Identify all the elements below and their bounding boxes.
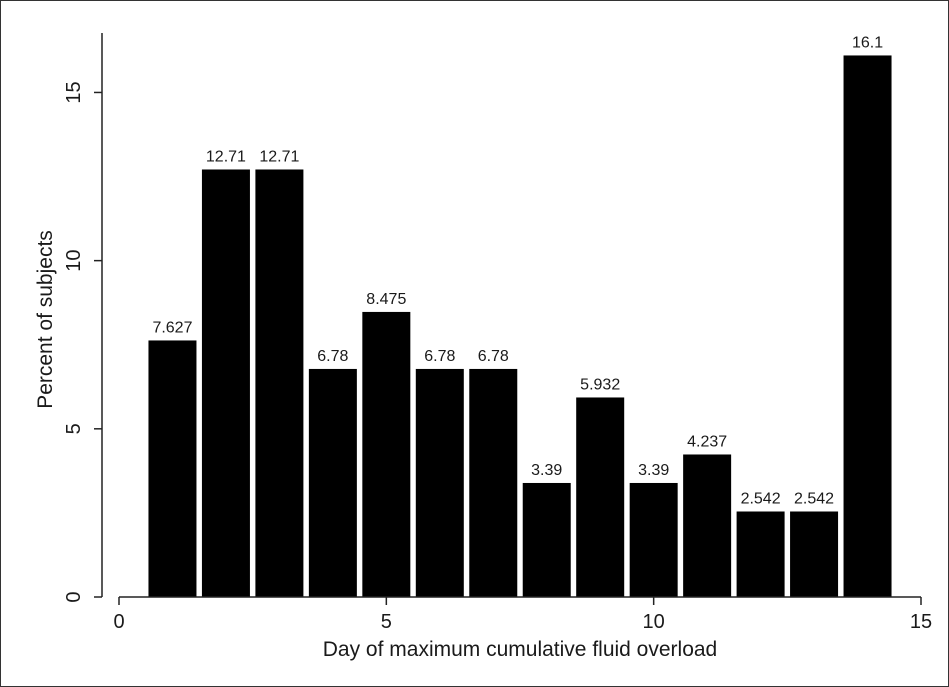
data-label-day-5: 8.475 (366, 291, 406, 308)
bar-day-2 (201, 169, 250, 597)
bar-day-14 (843, 55, 892, 598)
data-label-day-3: 12.71 (259, 148, 299, 165)
data-labels-group: 7.627 12.71 12.71 6.78 8.475 6.78 6.78 3.39 5.93… (152, 34, 883, 507)
x-axis-label: Day of maximum cumulative fluid overload (323, 638, 718, 661)
x-tick-label-10: 10 (643, 611, 665, 633)
bar-day-10 (629, 482, 678, 597)
y-axis: 0 5 10 15 (63, 33, 103, 603)
bar-day-6 (415, 368, 464, 597)
bar-day-5 (362, 311, 411, 597)
data-label-day-12: 2.542 (741, 490, 781, 507)
data-label-day-11: 4.237 (687, 433, 727, 450)
bar-day-13 (790, 511, 839, 597)
y-axis-label: Percent of subjects (34, 230, 57, 409)
data-label-day-1: 7.627 (152, 319, 192, 336)
x-axis: 0 5 10 15 (113, 596, 932, 633)
bar-day-11 (683, 454, 732, 597)
bar-day-8 (522, 482, 571, 597)
bar-day-1 (148, 340, 197, 597)
data-label-day-2: 12.71 (206, 148, 246, 165)
bars-group (148, 55, 892, 598)
data-label-day-13: 2.542 (794, 490, 834, 507)
data-label-day-8: 3.39 (531, 462, 562, 479)
bar-day-12 (736, 511, 785, 597)
data-label-day-6: 6.78 (424, 348, 455, 365)
bar-day-9 (576, 397, 625, 597)
x-tick-label-0: 0 (113, 611, 124, 633)
data-label-day-7: 6.78 (478, 348, 509, 365)
bar-day-4 (308, 368, 357, 597)
y-tick-label-10: 10 (63, 250, 85, 272)
y-tick-label-15: 15 (63, 81, 85, 103)
y-tick-label-5: 5 (63, 423, 85, 434)
x-tick-label-15: 15 (910, 611, 932, 633)
bar-day-3 (255, 169, 304, 597)
data-label-day-4: 6.78 (317, 348, 348, 365)
x-tick-label-5: 5 (381, 611, 392, 633)
bar-day-7 (469, 368, 518, 597)
y-tick-label-0: 0 (63, 591, 85, 602)
data-label-day-14: 16.1 (852, 34, 883, 51)
data-label-day-9: 5.932 (580, 376, 620, 393)
data-label-day-10: 3.39 (638, 462, 669, 479)
